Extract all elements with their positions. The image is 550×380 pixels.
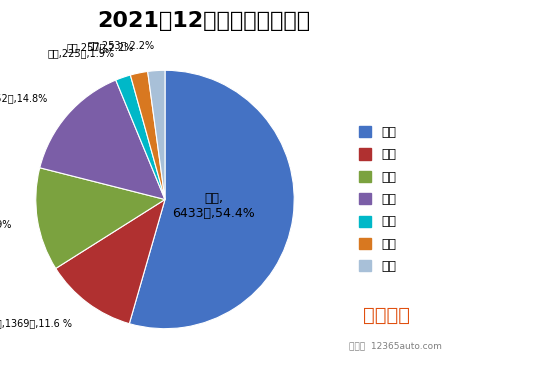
Wedge shape xyxy=(116,75,165,200)
Text: 日系,1525宗,12.9%: 日系,1525宗,12.9% xyxy=(0,219,12,229)
Wedge shape xyxy=(40,80,165,200)
Text: 车质网  12365auto.com: 车质网 12365auto.com xyxy=(349,341,442,350)
Wedge shape xyxy=(56,200,165,324)
Text: 法系,225宗,1.9%: 法系,225宗,1.9% xyxy=(48,48,114,58)
Text: 美系,1369宗,11.6 %: 美系,1369宗,11.6 % xyxy=(0,318,72,328)
Text: 河南龙网: 河南龙网 xyxy=(363,306,410,325)
Wedge shape xyxy=(147,70,165,200)
Text: 欧系,253宗,2.2%: 欧系,253宗,2.2% xyxy=(87,40,155,50)
Text: 2021年12月国别投诉比例图: 2021年12月国别投诉比例图 xyxy=(97,11,310,32)
Wedge shape xyxy=(129,70,294,329)
Text: 自主,
6433宗,54.4%: 自主, 6433宗,54.4% xyxy=(172,192,255,220)
Wedge shape xyxy=(36,168,165,268)
Legend: 自主, 美系, 日系, 德系, 法系, 韩系, 欧系: 自主, 美系, 日系, 德系, 法系, 韩系, 欧系 xyxy=(359,126,396,273)
Text: 德系,1752宗,14.8%: 德系,1752宗,14.8% xyxy=(0,93,48,103)
Text: 韩系,257宗,2.2%: 韩系,257宗,2.2% xyxy=(67,43,134,53)
Wedge shape xyxy=(130,71,165,200)
